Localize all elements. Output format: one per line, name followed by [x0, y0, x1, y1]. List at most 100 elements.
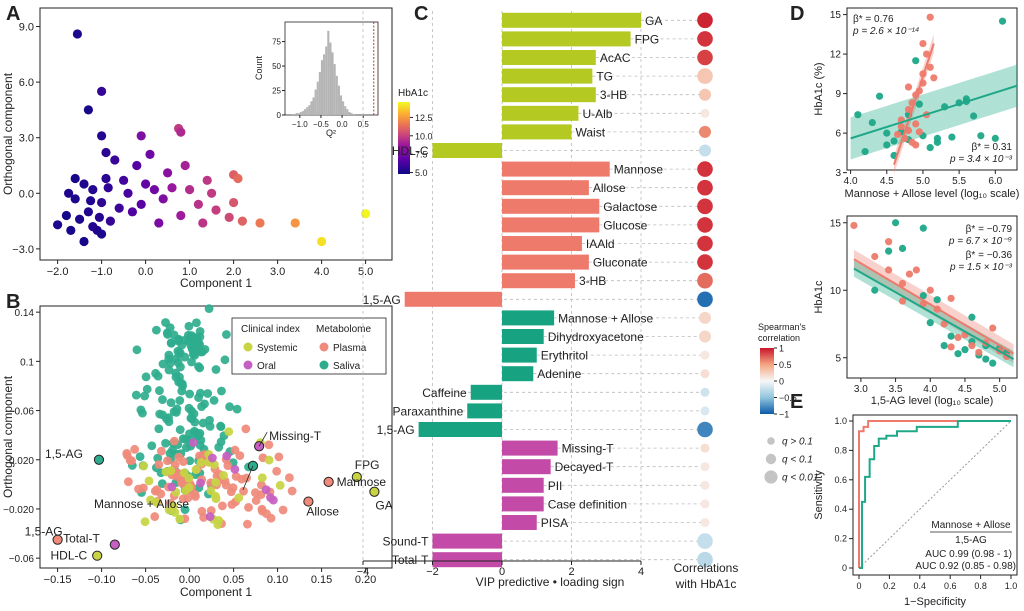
legend-marker-systemic [243, 342, 253, 352]
size-legend-label: q > 0.1 [782, 437, 813, 448]
data-point-saliva [132, 345, 142, 355]
histogram-bar [335, 75, 338, 115]
teal-point [926, 144, 934, 152]
data-point [97, 131, 107, 141]
x-tick-label: 0.10 [267, 574, 288, 586]
data-point-saliva [176, 362, 185, 372]
correlation-circle [697, 31, 713, 47]
x-tick-label: 0.15 [311, 574, 332, 586]
data-point-saliva [153, 371, 163, 381]
bar-label: AcAC [600, 51, 631, 65]
data-point-oral [222, 451, 232, 461]
data-point-saliva [211, 365, 221, 374]
x-tick-label: 0.20 [355, 574, 376, 586]
panel-d-top: 4.0 4.5 5.0 5.5 6.0 3 6 9 12 15 β* = 0.76 p = 2.6… [813, 7, 1019, 200]
bar-label: IAAld [586, 237, 615, 251]
bar-label: FPG [635, 32, 660, 46]
red-point [850, 221, 858, 230]
data-point-plasma [163, 456, 172, 466]
data-point [237, 216, 247, 226]
panel-b-frame [39, 305, 393, 569]
data-point-plasma [150, 512, 160, 521]
data-point-saliva [171, 407, 181, 417]
data-point [211, 205, 221, 215]
d-top-beta-teal: β* = 0.31 [971, 142, 1012, 153]
panel-letter-d: D [790, 3, 804, 25]
bar-label: HDL-C [392, 144, 429, 158]
x-tick-label: 4.5 [958, 384, 972, 395]
panel-a-points [53, 29, 371, 247]
histogram-bar [344, 106, 347, 115]
teal-point [954, 350, 962, 358]
data-point-oral [196, 478, 205, 488]
data-point-systemic [213, 520, 223, 530]
data-point-saliva [135, 452, 145, 462]
y-tick-label: 0.14 [15, 308, 35, 319]
correlation-circle [697, 198, 713, 215]
y-tick-label: −3.0 [12, 244, 34, 256]
size-legend-circle [764, 470, 778, 484]
bar-label: Waist [576, 125, 606, 139]
red-point [947, 343, 955, 351]
histogram-bar [337, 85, 340, 115]
data-point-systemic [211, 491, 220, 501]
data-point-saliva [171, 368, 181, 378]
inset-x-tick-label: 0.0 [337, 120, 349, 129]
teal-point [912, 57, 920, 65]
y-tick-label: 0.020 [9, 456, 34, 467]
histogram-bar [352, 114, 355, 115]
data-point-saliva [175, 425, 185, 435]
teal-point [885, 247, 893, 255]
d-top-beta-red: β* = 0.76 [853, 14, 894, 25]
x-tick-label: −1.0 [91, 266, 113, 278]
panel-a-frame [39, 7, 393, 261]
data-point-plasma [274, 452, 284, 462]
spearman-tick-label: 1 [779, 344, 784, 354]
panel-e-xlabel: 1−Specificity [904, 596, 967, 608]
data-point [317, 236, 327, 247]
x-tick-label: 3.5 [889, 384, 903, 395]
data-point [141, 179, 151, 189]
correlation-circle [697, 217, 713, 233]
histogram-bar [312, 97, 315, 115]
data-point-saliva [194, 393, 203, 402]
data-point [83, 105, 93, 115]
data-point-systemic [211, 477, 221, 487]
data-point-saliva [185, 389, 195, 399]
data-point-plasma [122, 448, 132, 458]
correlation-circle [697, 68, 713, 84]
y-tick-label: 15 [830, 218, 842, 229]
data-point-systemic [234, 493, 244, 503]
bar-label: 3-HB [579, 274, 606, 288]
data-point-saliva [162, 328, 172, 338]
y-tick-label: 15 [830, 10, 842, 21]
data-point-saliva [154, 424, 164, 434]
data-point-saliva [195, 332, 205, 342]
correlation-circle [700, 350, 710, 360]
teal-point [919, 292, 927, 300]
bar-label: Adenine [537, 367, 581, 381]
data-point [86, 196, 96, 206]
size-legend-label: q < 0.01 [782, 473, 818, 484]
bar [502, 515, 537, 530]
bar-label: Mannose + Allose [558, 311, 653, 325]
data-point-saliva [166, 398, 176, 407]
data-point-plasma [169, 436, 179, 446]
data-point [163, 168, 173, 178]
inset-y-tick-label: 50 [272, 62, 281, 71]
data-point-saliva [174, 349, 184, 358]
bar-label: PISA [541, 516, 568, 530]
data-point-saliva [140, 391, 150, 401]
correlation-circle [700, 518, 710, 527]
teal-point [871, 286, 879, 294]
x-tick-label: 4.0 [844, 176, 858, 187]
data-point-saliva [188, 349, 198, 359]
legend-marker-oral [243, 360, 253, 370]
x-tick-label: 0.2 [883, 581, 896, 591]
data-point-saliva [161, 438, 170, 448]
bar-label: Mannose [614, 163, 664, 177]
inset-y-ticks: 0 25 50 75 [272, 38, 285, 120]
y-tick-label: 0.1 [20, 357, 34, 368]
teal-point [940, 342, 948, 350]
data-point [180, 160, 190, 171]
